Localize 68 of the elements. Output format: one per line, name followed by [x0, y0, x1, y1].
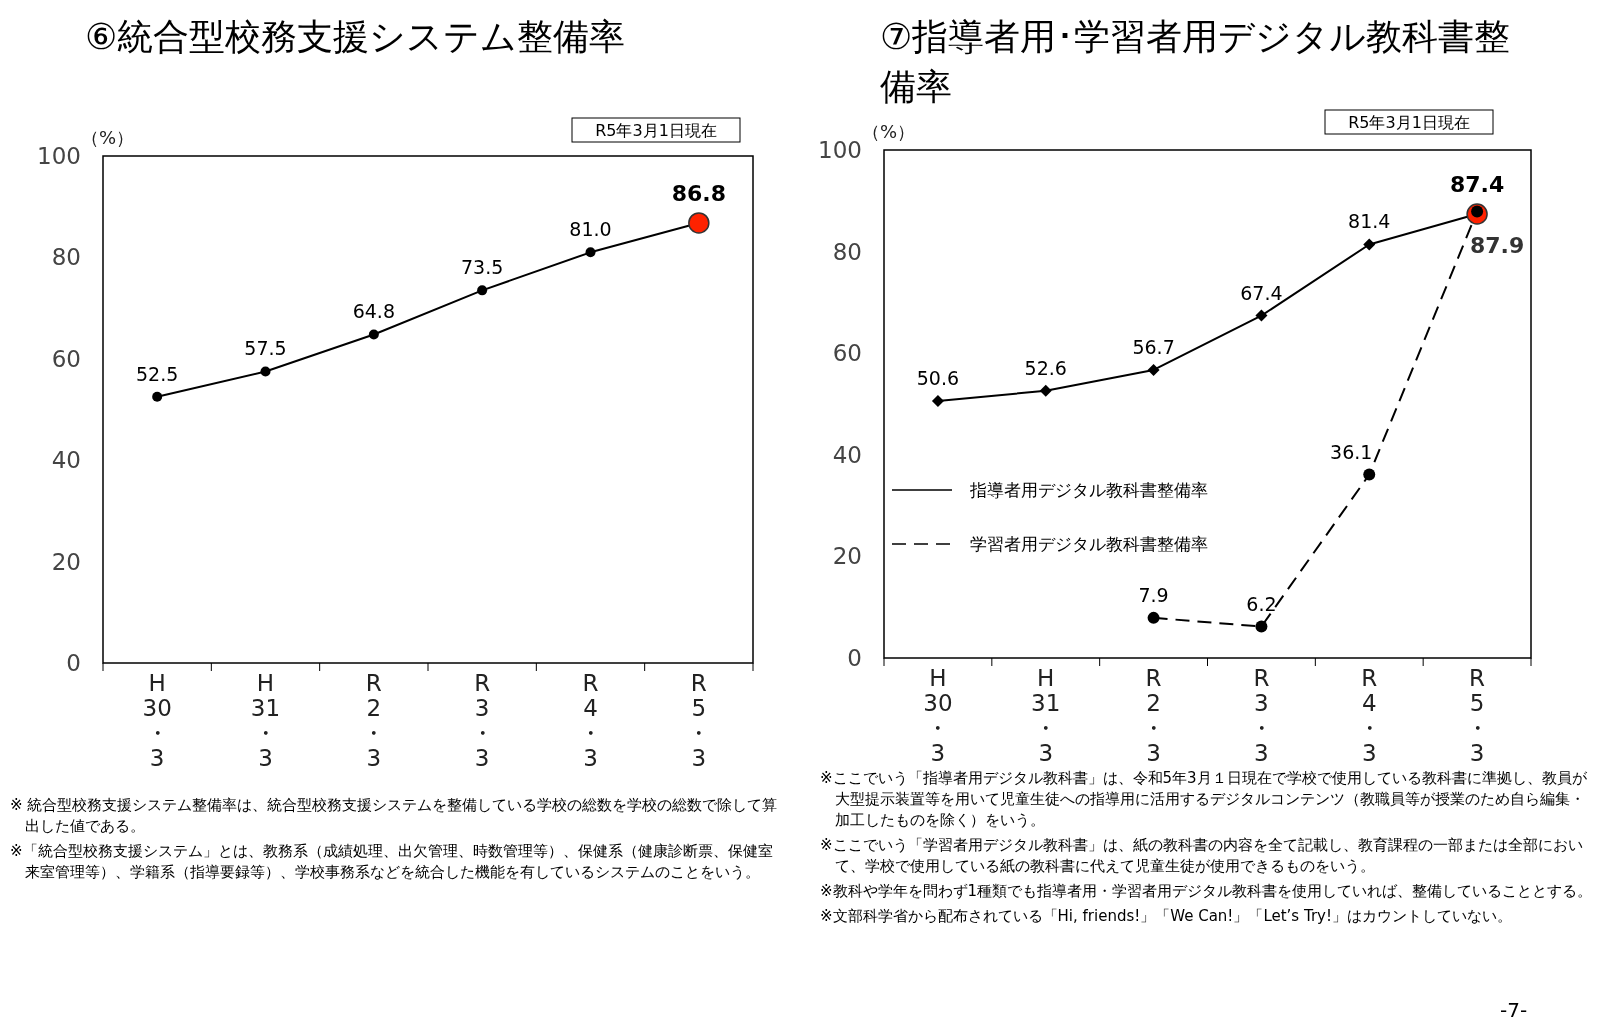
y-tick-label: 40 — [51, 447, 81, 474]
data-label: 67.4 — [1240, 281, 1283, 304]
x-tick-label: R 3 ・ 3 — [470, 670, 494, 771]
y-axis-title: （%） — [81, 127, 135, 148]
data-label: 50.6 — [916, 366, 960, 389]
x-tick-label: H 30 ・ 3 — [142, 670, 172, 771]
data-label: 6.2 — [1246, 592, 1277, 615]
data-label: 57.5 — [244, 337, 287, 360]
data-label: 87.4 — [1449, 172, 1505, 198]
point — [1363, 238, 1376, 251]
text: ※文部科学省から配布されている「Hi, friends!」「We Can!」「Let’s Try!」はカウントしていない。 — [820, 906, 1513, 927]
data-label: 64.8 — [352, 300, 395, 323]
data-label: 52.5 — [136, 362, 179, 385]
x-tick-label: R 2 ・ 3 — [362, 670, 386, 771]
chart-title: ⑥統合型校務支援システム整備率 — [85, 15, 627, 59]
data-label: 52.6 — [1024, 356, 1067, 379]
point — [1255, 620, 1268, 633]
point — [1363, 468, 1376, 481]
x-tick-label: R 3 ・ 3 — [1249, 665, 1273, 766]
data-label: 87.9 — [1469, 233, 1525, 259]
y-tick-label: 60 — [51, 345, 81, 372]
legend-label: 学習者用デジタル教科書整備率 — [970, 534, 1208, 554]
y-tick-label: 20 — [51, 548, 81, 575]
text: ※ 統合型校務支援システム整備率は、統合型校務支援システムを整備している学校の総数を学校の総数で除して算出した値である。 — [10, 795, 779, 837]
x-tick-label: R 4 ・ 3 — [1357, 665, 1381, 766]
y-tick-label: 40 — [832, 441, 862, 468]
text: R5年3月1日現在 — [1348, 113, 1470, 132]
point — [260, 366, 271, 377]
y-tick-label: 20 — [832, 543, 862, 570]
x-tick-label: H 30 ・ 3 — [923, 665, 953, 766]
y-tick-label: 100 — [37, 143, 81, 169]
y-tick-label: 0 — [66, 650, 81, 676]
text: ※ここでいう「指導者用デジタル教科書」は、令和5年3月１日現在で学校で使用している教科書に準拠し、教員が大型提示装置等を用いて児童生徒への指導用に活用するデジタルコンテンツ（教職員等が授業のため自ら編集・加工したものを除く）をいう。 — [820, 768, 1588, 831]
data-label: 73.5 — [461, 256, 504, 279]
y-tick-label: 60 — [832, 340, 862, 367]
point — [931, 394, 944, 407]
data-label: 7.9 — [1138, 583, 1169, 606]
point — [368, 329, 379, 340]
chart-title: ⑦指導者用･学習者用デジタル教科書整備率 — [880, 15, 1512, 109]
y-tick-label: 80 — [51, 244, 81, 271]
point — [1147, 611, 1160, 624]
point — [1147, 363, 1160, 376]
text: ※ここでいう「学習者用デジタル教科書」は、紙の教科書の内容を全て記載し、教育課程の一部または全部において、学校で使用している紙の教科書に代えて児童生徒が使用できるものをいう。 — [820, 835, 1584, 877]
data-label: 36.1 — [1330, 440, 1373, 463]
point — [585, 247, 596, 258]
x-tick-label: R 4 ・ 3 — [579, 670, 602, 771]
data-label: 81.0 — [569, 218, 612, 241]
text: ※教科や学年を問わず1種類でも指導者用・学習者用デジタル教科書を使用していれば、整備していることとする。 — [820, 881, 1594, 902]
text: ※「統合型校務支援システム」とは、教務系（成績処理、出欠管理、時数管理等）、保健系（健康診断票、保健室来室管理等）、学籍系（指導要録等）、学校事務系などを統合した機能を有しているシステムのことをいう。 — [10, 841, 774, 883]
data-label: 56.7 — [1132, 335, 1175, 358]
point — [1255, 309, 1268, 322]
x-tick-label: H 31 ・ 3 — [250, 670, 281, 771]
x-tick-label: R 2 ・ 3 — [1142, 665, 1166, 766]
x-tick-label: H 31 ・ 3 — [1031, 665, 1061, 766]
data-label: 81.4 — [1348, 210, 1391, 233]
legend-label: 指導者用デジタル教科書整備率 — [969, 480, 1208, 500]
x-tick-label: R 5 ・ 3 — [1465, 665, 1489, 766]
y-tick-label: 0 — [847, 645, 862, 671]
text: R5年3月1日現在 — [595, 121, 717, 140]
x-tick-label: R 5 ・ 3 — [687, 670, 711, 771]
text: -7- — [1500, 998, 1528, 1022]
y-tick-label: 100 — [818, 137, 862, 163]
y-axis-title: （%） — [862, 121, 916, 142]
point — [1039, 384, 1052, 397]
point — [477, 285, 488, 296]
point — [152, 391, 163, 402]
y-tick-label: 80 — [832, 238, 862, 265]
data-label: 86.8 — [671, 180, 726, 206]
